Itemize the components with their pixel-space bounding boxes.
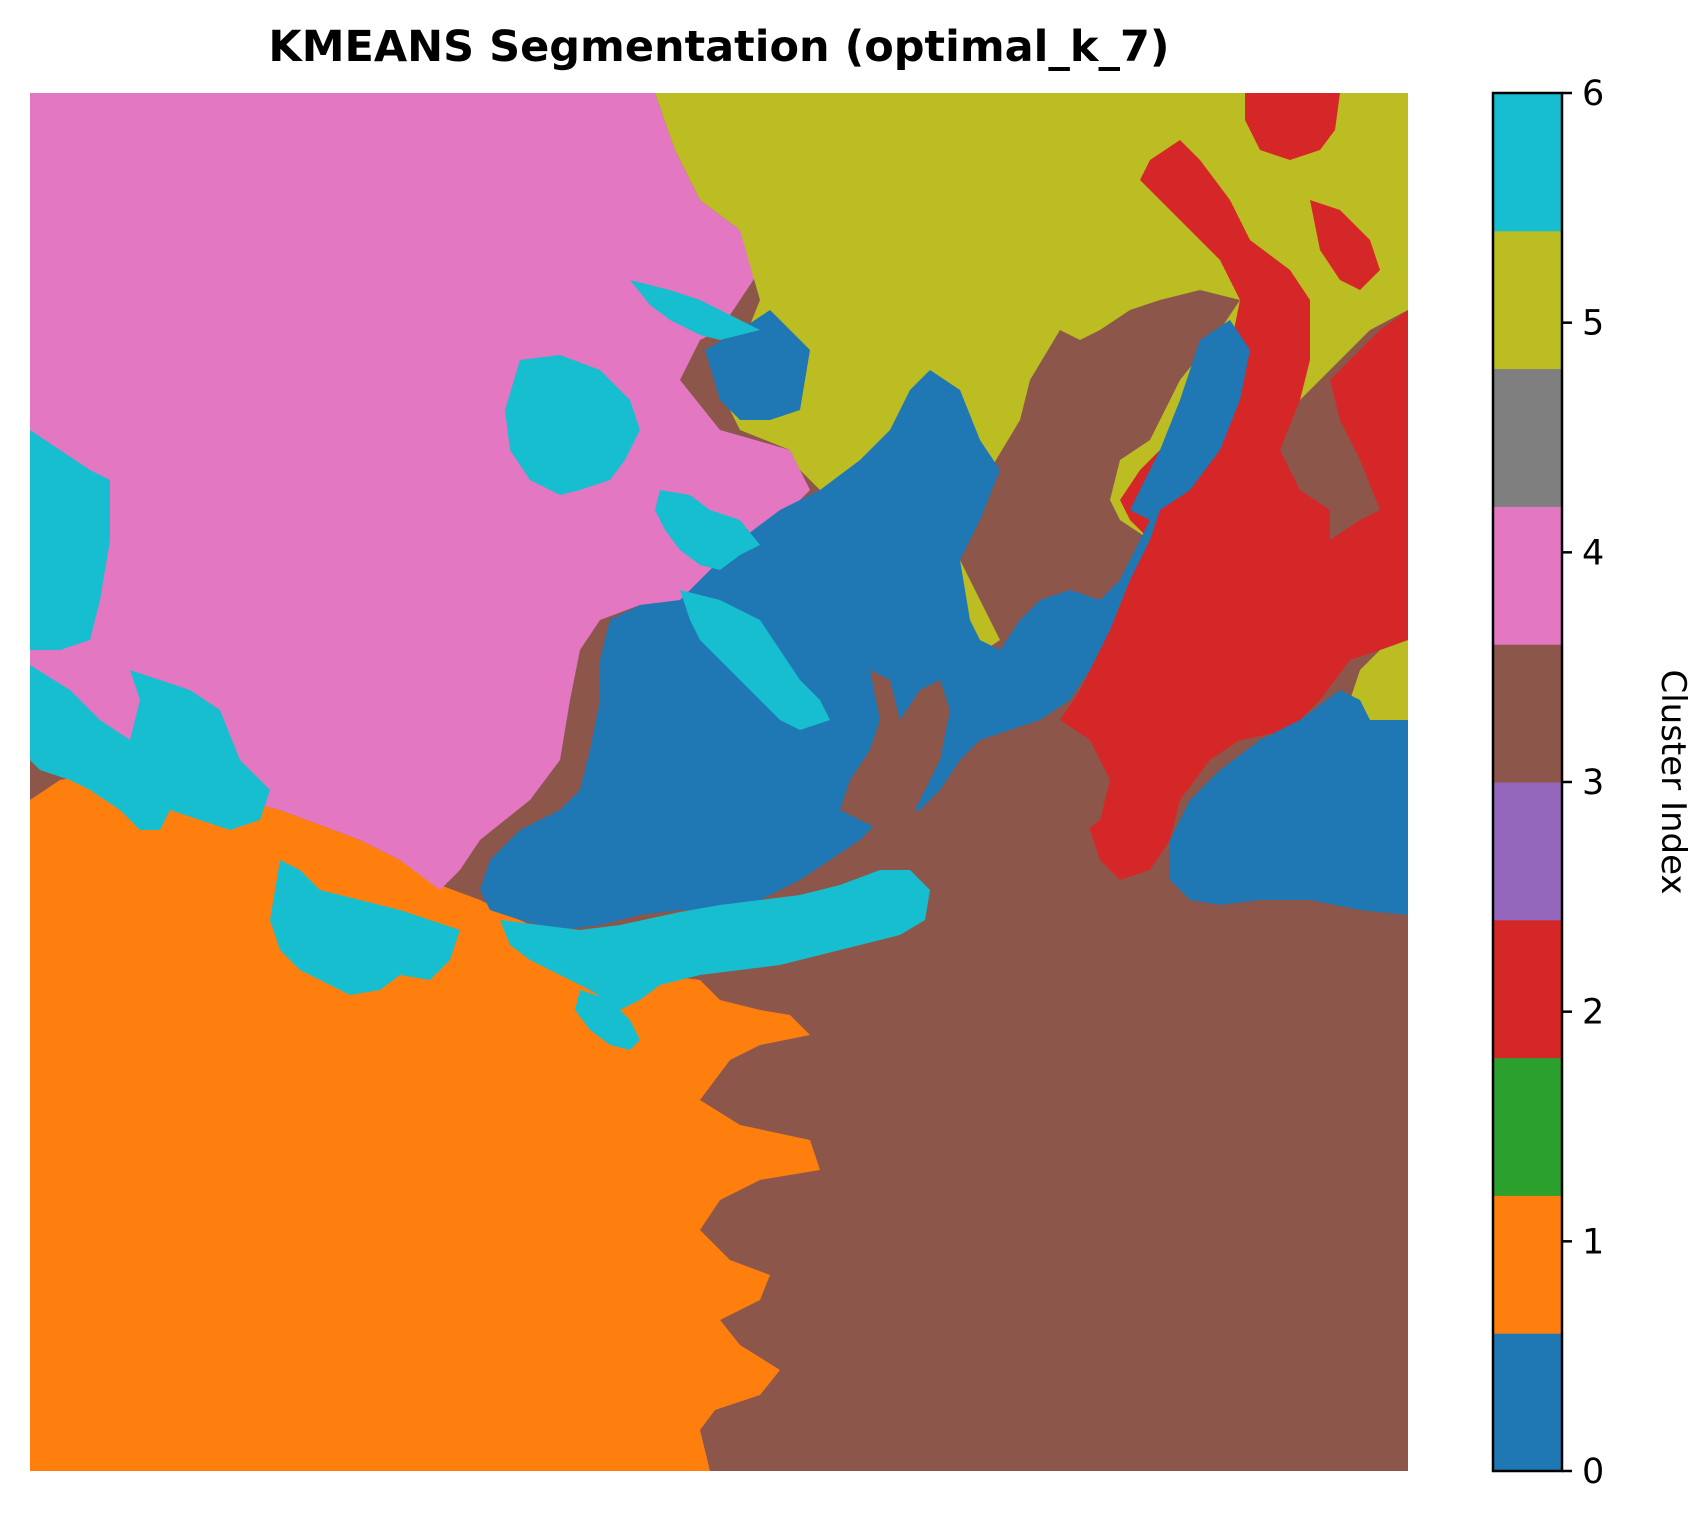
region-cluster-6 (30, 280, 930, 1050)
colorbar-tick-label-2: 2 (1582, 993, 1604, 1033)
region-cluster-2-patch (1310, 200, 1380, 290)
colorbar (1491, 91, 1564, 1473)
segmentation-map (30, 93, 1408, 1471)
colorbar-tick-label-3: 3 (1582, 763, 1604, 803)
chart-title: KMEANS Segmentation (optimal_k_7) (268, 22, 1170, 72)
region-cluster-5-patch (1350, 640, 1408, 720)
region-cluster-0-right (1170, 690, 1408, 915)
region-cluster-0 (480, 310, 1250, 930)
colorbar-ticks: 0 1 2 3 4 5 6 (1562, 74, 1604, 1492)
colorbar-bin-9 (1493, 93, 1562, 232)
colorbar-bin-0 (1493, 1333, 1562, 1472)
colorbar-tick-label-6: 6 (1582, 74, 1604, 114)
colorbar-tick-label-1: 1 (1582, 1222, 1604, 1262)
colorbar-bin-1 (1493, 1195, 1562, 1334)
colorbar-bin-2 (1493, 1057, 1562, 1196)
colorbar-bin-4 (1493, 782, 1562, 921)
colorbar-bin-5 (1493, 644, 1562, 783)
region-cluster-3-patch (840, 670, 1110, 870)
colorbar-tick-label-0: 0 (1582, 1452, 1604, 1492)
region-cluster-1 (30, 775, 820, 1471)
colorbar-bin-6 (1493, 506, 1562, 645)
colorbar-bin-7 (1493, 368, 1562, 507)
colorbar-tick-label-5: 5 (1582, 304, 1604, 344)
colorbar-bin-3 (1493, 919, 1562, 1059)
colorbar-label: Cluster Index (1653, 669, 1693, 894)
region-cluster-4 (30, 93, 810, 890)
colorbar-tick-label-4: 4 (1582, 533, 1604, 573)
colorbar-bin-8 (1493, 230, 1562, 370)
region-cluster-2 (1040, 93, 1408, 880)
